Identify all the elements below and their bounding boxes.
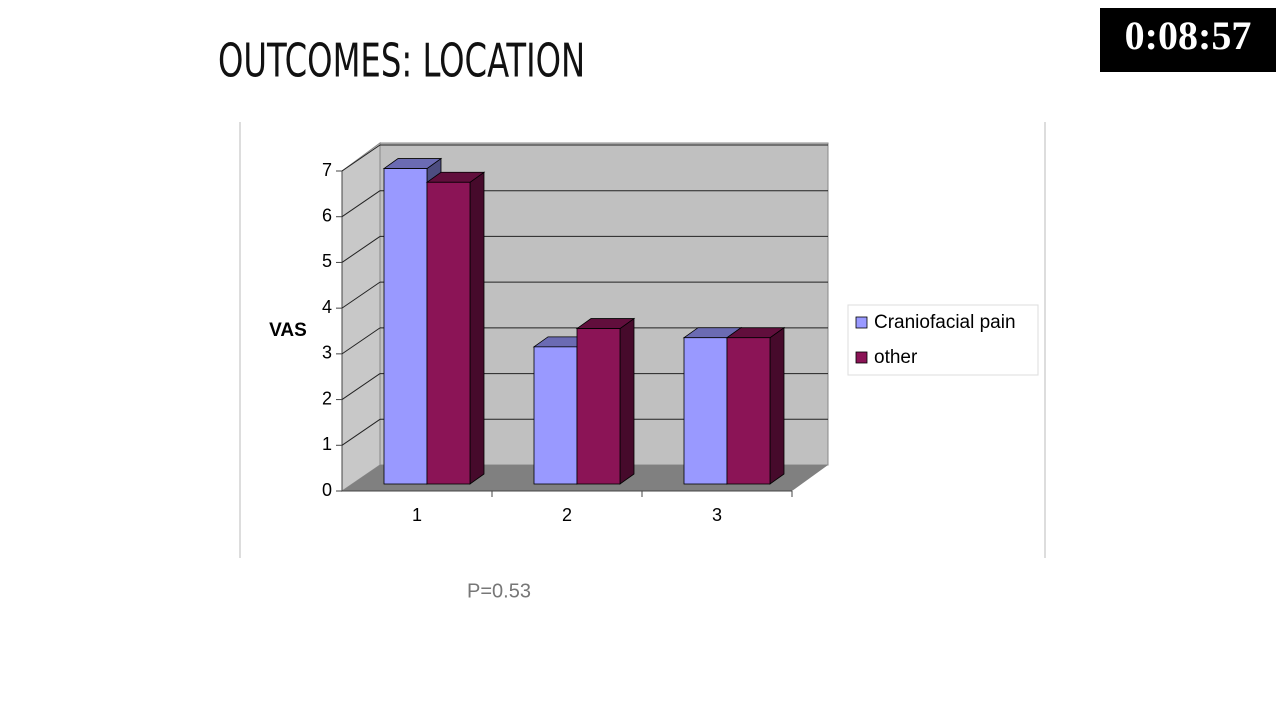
y-axis-label: VAS xyxy=(269,320,307,341)
timer-box xyxy=(1100,8,1276,72)
grid-line xyxy=(341,327,381,355)
bar xyxy=(576,328,621,485)
timer: 0:08:57 xyxy=(1125,13,1252,58)
y-tick-label: 2 xyxy=(322,388,332,408)
grid-line xyxy=(341,190,381,218)
legend xyxy=(847,304,1039,376)
grid-line xyxy=(341,144,381,172)
y-tick-label: 4 xyxy=(322,297,332,317)
y-tick-label: 5 xyxy=(322,251,332,271)
bar xyxy=(426,181,471,485)
p-value: P=0.53 xyxy=(467,580,531,602)
grid-line xyxy=(341,418,381,446)
bar xyxy=(383,168,428,485)
legend-items: Craniofacial pain other xyxy=(855,312,1016,368)
grid-line xyxy=(341,373,381,400)
legend-label: Craniofacial pain xyxy=(874,312,1016,333)
legend-label: other xyxy=(874,347,918,368)
y-tick-label: 7 xyxy=(322,160,332,180)
legend-swatch xyxy=(855,351,868,364)
plot: 0 1 2 3 4 5 6 7 1 2 3 xyxy=(322,144,828,525)
grid-line xyxy=(341,236,381,263)
x-tick-label: 3 xyxy=(712,505,722,525)
y-tick-label: 6 xyxy=(322,205,332,225)
bar xyxy=(726,337,771,485)
x-tick-label: 1 xyxy=(412,505,422,525)
y-tick-label: 0 xyxy=(322,480,332,500)
bar-side xyxy=(769,326,785,485)
bar xyxy=(683,337,728,485)
slide-title: OUTCOMES: LOCATION xyxy=(218,34,585,88)
bar-side xyxy=(619,317,635,485)
x-tick-label: 2 xyxy=(562,505,572,525)
legend-swatch xyxy=(855,316,868,329)
y-tick-label: 1 xyxy=(322,434,332,454)
grid-line xyxy=(341,281,381,309)
y-tick-label: 3 xyxy=(322,343,332,363)
bar xyxy=(533,346,578,485)
bar-side xyxy=(469,171,485,485)
